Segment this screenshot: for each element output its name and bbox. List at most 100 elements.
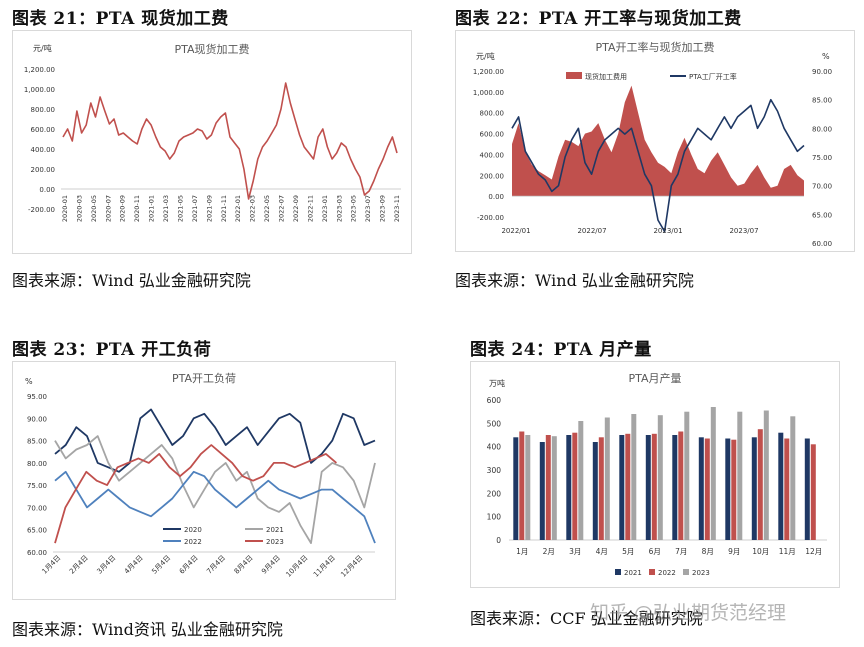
x-tick-label: 2020-11 [133, 195, 141, 222]
y-tick-label: 65.00 [27, 527, 47, 535]
y-tick-label: 400 [487, 443, 502, 452]
legend-label-2022: 2022 [184, 538, 202, 546]
legend-label-2021: 2021 [624, 569, 642, 577]
y-tick-label: 0 [496, 536, 501, 545]
y-tick-label: -200.00 [28, 206, 55, 214]
y-tick-label: 600 [487, 396, 502, 405]
y-tick-label: 70.00 [27, 504, 47, 512]
bar-2023 [631, 414, 637, 540]
y-tick-label: 0.00 [39, 186, 55, 194]
x-tick-label: 2022-09 [292, 195, 300, 222]
bar-2022 [545, 435, 551, 540]
y-tick-label: 80.00 [27, 460, 47, 468]
y2-tick-label: 80.00 [812, 125, 832, 133]
bar-2023 [710, 407, 716, 540]
y-axis-unit: 元/吨 [33, 43, 52, 53]
y-tick-label: 1,000.00 [24, 86, 55, 94]
y-tick-label: 800.00 [31, 106, 56, 114]
chart-24-panel: PTA月产量 万吨 0 100 200 300 400 500 600 1月 2月 3月 4月 5月 6月 7… [470, 361, 840, 588]
bar-2022 [651, 433, 657, 540]
bar-2022 [519, 431, 525, 540]
x-tick-label: 2020-03 [75, 195, 83, 222]
y-tick-label: 95.00 [27, 393, 47, 401]
y-axis-unit: 万吨 [489, 378, 505, 388]
bar-2021 [592, 442, 598, 540]
legend-label-2022: 2022 [658, 569, 676, 577]
x-tick-label: 2022-07 [278, 195, 286, 222]
bar-2022 [572, 432, 578, 540]
x-tick-label: 8月4日 [233, 554, 255, 576]
bar-2023 [763, 410, 769, 540]
x-tick-label: 2021-03 [162, 195, 170, 222]
x-tick-label: 2022-11 [306, 195, 314, 222]
bar-2023 [684, 411, 690, 540]
legend-swatch-2022 [649, 569, 655, 575]
bar-2022 [784, 438, 790, 540]
series-area-fee [512, 85, 804, 197]
y-tick-label: 1,000.00 [473, 89, 504, 97]
legend-label-2023: 2023 [266, 538, 284, 546]
y-tick-label: 200.00 [31, 166, 56, 174]
x-tick-label: 2022/07 [577, 227, 606, 235]
y-tick-label: 200 [487, 489, 502, 498]
bar-2021 [566, 435, 572, 540]
y2-tick-label: 60.00 [812, 240, 832, 248]
y2-tick-label: 85.00 [812, 97, 832, 105]
bar-2021 [645, 435, 651, 540]
bar-2022 [704, 438, 710, 540]
x-tick-label: 2月 [543, 547, 555, 556]
x-tick-label: 11月 [779, 547, 796, 556]
x-tick-label: 8月 [702, 547, 714, 556]
legend-label-fee: 现货加工费用 [585, 72, 627, 81]
series-line-2021 [54, 435, 376, 544]
y-tick-label: 1,200.00 [473, 68, 504, 76]
legend-swatch-fee [566, 72, 582, 79]
y-tick-label: 100 [487, 513, 502, 522]
figure-23-source: 图表来源：Wind资讯 弘业金融研究院 [12, 620, 283, 639]
x-tick-label: 6月 [649, 547, 661, 556]
x-tick-label: 2023-09 [379, 195, 387, 222]
legend-label-2020: 2020 [184, 526, 202, 534]
y-tick-label: 85.00 [27, 438, 47, 446]
x-tick-label: 2023-11 [393, 195, 401, 222]
chart-title: PTA开工负荷 [172, 371, 236, 385]
x-tick-label: 7月 [675, 547, 687, 556]
y-tick-label: 0.00 [488, 193, 504, 201]
x-tick-label: 12月4日 [339, 554, 364, 579]
y-tick-label: -200.00 [477, 214, 504, 222]
x-tick-label: 10月4日 [284, 554, 309, 579]
legend-label-2023: 2023 [692, 569, 710, 577]
figure-22-source: 图表来源：Wind 弘业金融研究院 [455, 271, 694, 290]
bar-2022 [757, 429, 763, 540]
series-line-operating-rate [511, 98, 805, 233]
bar-2023 [657, 415, 663, 540]
y2-tick-label: 65.00 [812, 211, 832, 219]
figure-24-title: 图表 24：PTA 月产量 [470, 340, 652, 360]
x-tick-label: 2月4日 [68, 554, 90, 576]
x-tick-label: 12月 [805, 547, 822, 556]
y-axis-unit: 元/吨 [476, 51, 495, 61]
x-tick-label: 5月 [622, 547, 634, 556]
figure-21-source: 图表来源：Wind 弘业金融研究院 [12, 271, 251, 290]
bar-2021 [539, 442, 545, 540]
chart-title: PTA现货加工费 [174, 42, 249, 56]
bar-2021 [619, 435, 625, 540]
bar-2023 [604, 417, 610, 540]
y-axis-unit: % [25, 377, 33, 386]
x-tick-label: 4月 [596, 547, 608, 556]
y-tick-label: 400.00 [31, 146, 56, 154]
bar-2021 [778, 432, 784, 540]
y2-tick-label: 90.00 [812, 68, 832, 76]
pta-operating-load-chart: PTA开工负荷% 60.00 65.00 70.00 75.00 80.00 85.00 90… [25, 371, 376, 579]
series-line-2022 [54, 470, 376, 544]
y-tick-label: 1,200.00 [24, 66, 55, 74]
bar-2021 [804, 438, 810, 540]
x-tick-label: 1月4日 [41, 554, 63, 576]
x-tick-label: 2023-01 [321, 195, 329, 222]
x-tick-label: 4月4日 [123, 554, 145, 576]
pta-processing-fee-chart: PTA现货加工费 元/吨 -200.00 0.00 200.00 400.00 600.00… [24, 42, 401, 222]
bar-2023 [525, 435, 531, 540]
x-tick-label: 9月4日 [260, 554, 282, 576]
